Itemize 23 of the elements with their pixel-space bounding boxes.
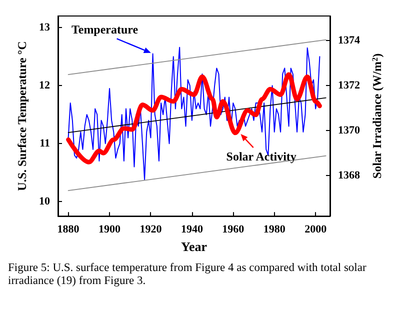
x-axis-title: Year [181,239,208,254]
y2-axis-title: Solar Irradiance (W/m2) [370,53,384,179]
y2-tick-label: 1374 [338,34,360,47]
y-tick-label: 10 [39,196,50,208]
x-tick-label: 1900 [98,224,122,236]
y-axis-title: U.S. Surface Temperature °C [15,41,30,191]
x-tick-label: 1880 [57,224,80,236]
x-tick-label: 1920 [140,224,162,236]
annotation: Solar Activity [226,150,296,164]
y2-tick-label: 1370 [338,124,360,137]
y-tick-label: 13 [39,22,50,34]
y-tick-label: 12 [39,80,50,92]
line-series [68,46,320,180]
x-tick-label: 2000 [304,224,328,236]
y2-tick-label: 1372 [338,80,360,92]
x-tick-label: 1980 [263,224,286,236]
x-tick-label: 1940 [180,224,204,236]
annotation: Temperature [71,22,139,37]
y-tick-label: 11 [40,138,50,150]
y2-tick-label: 1368 [338,170,360,182]
caption: Figure 5: U.S. surface temperature from Figure 4 as compared with total solar irradiance (19) from Figure 3. [8,262,368,288]
line-series [66,72,322,164]
x-tick-label: 1960 [222,224,245,236]
